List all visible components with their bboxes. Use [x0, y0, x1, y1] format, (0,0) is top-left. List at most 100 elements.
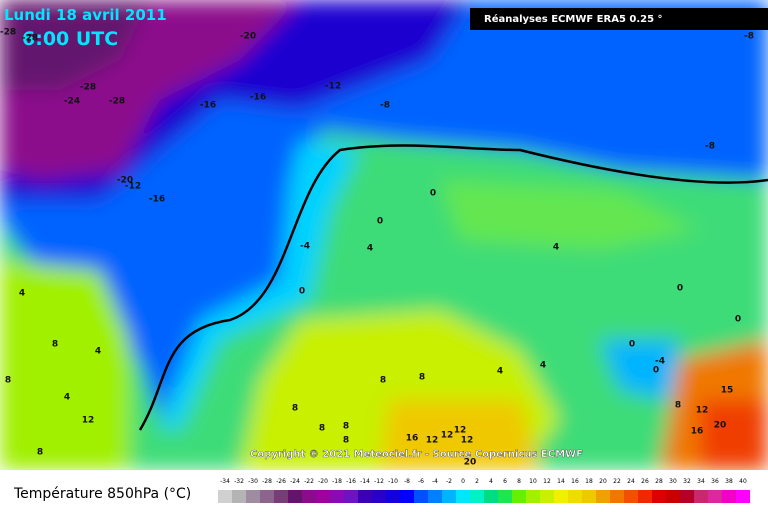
legend-tick: 8 — [517, 478, 521, 485]
contour-label: 12 — [696, 406, 709, 416]
legend-swatch — [596, 490, 610, 503]
contour-label: -20 — [240, 32, 256, 42]
legend-tick: 6 — [503, 478, 507, 485]
legend-swatch — [260, 490, 274, 503]
contour-label: 15 — [721, 386, 734, 396]
contour-label: 20 — [464, 458, 477, 468]
contour-label: 4 — [540, 361, 546, 371]
legend-swatch — [736, 490, 750, 503]
legend-swatch — [372, 490, 386, 503]
legend-tick: 16 — [571, 478, 579, 485]
contour-label: 4 — [19, 289, 25, 299]
legend-tick: -12 — [374, 478, 384, 485]
legend-swatch — [582, 490, 596, 503]
contour-label: -12 — [325, 82, 341, 92]
contour-label: -8 — [705, 142, 715, 152]
legend-tick: 4 — [489, 478, 493, 485]
legend-swatch — [358, 490, 372, 503]
legend-swatch — [484, 490, 498, 503]
legend-swatch — [344, 490, 358, 503]
contour-label: 0 — [430, 189, 436, 199]
legend-tick: -34 — [220, 478, 230, 485]
contour-label: -16 — [149, 195, 165, 205]
contour-label: -12 — [125, 182, 141, 192]
legend-swatch — [666, 490, 680, 503]
contour-label: 12 — [454, 426, 467, 436]
legend-swatch — [456, 490, 470, 503]
legend-tick: 10 — [529, 478, 537, 485]
legend-swatch — [274, 490, 288, 503]
legend-tick: 20 — [599, 478, 607, 485]
contour-label: 4 — [95, 347, 101, 357]
temperature-field — [0, 0, 768, 470]
contour-label: 16 — [691, 427, 704, 437]
contour-label: -16 — [250, 93, 266, 103]
legend-swatch — [708, 490, 722, 503]
legend-tick: 22 — [613, 478, 621, 485]
legend-swatch — [680, 490, 694, 503]
legend-tick: 36 — [711, 478, 719, 485]
legend-tick: -28 — [262, 478, 272, 485]
legend-swatch — [568, 490, 582, 503]
contour-label: -8 — [744, 32, 754, 42]
contour-label: 4 — [497, 367, 503, 377]
legend-swatch — [470, 490, 484, 503]
contour-label: 12 — [441, 431, 454, 441]
legend-swatch — [610, 490, 624, 503]
legend-swatch — [694, 490, 708, 503]
contour-label: 12 — [461, 436, 474, 446]
legend-swatch — [288, 490, 302, 503]
zero-isotherm — [138, 144, 768, 431]
contour-label: -28 — [80, 83, 96, 93]
legend-swatch — [246, 490, 260, 503]
contour-label: -4 — [300, 242, 310, 252]
legend-tick: -16 — [346, 478, 356, 485]
legend-swatch — [386, 490, 400, 503]
legend-swatch — [218, 490, 232, 503]
contour-label: 4 — [64, 393, 70, 403]
legend-title: Température 850hPa (°C) — [13, 486, 191, 502]
contour-label: 0 — [299, 287, 305, 297]
contour-label: 16 — [406, 434, 419, 444]
legend-tick: -4 — [432, 478, 438, 485]
legend-swatch — [540, 490, 554, 503]
legend-swatch — [652, 490, 666, 503]
legend-tick: 12 — [543, 478, 551, 485]
legend-tick: -32 — [234, 478, 244, 485]
legend-swatch — [400, 490, 414, 503]
copyright: Copyright © 2021 Meteociel.fr - Source C… — [250, 449, 583, 460]
contour-label: -28 — [109, 97, 125, 107]
legend-tick: 14 — [557, 478, 565, 485]
legend-tick: -24 — [290, 478, 300, 485]
legend-swatch — [554, 490, 568, 503]
legend-swatch — [330, 490, 344, 503]
legend-swatch — [512, 490, 526, 503]
contour-label: 0 — [653, 366, 659, 376]
contour-label: 8 — [319, 424, 325, 434]
legend-tick: -22 — [304, 478, 314, 485]
legend-tick: 18 — [585, 478, 593, 485]
contour-label: 8 — [675, 401, 681, 411]
legend-swatch — [414, 490, 428, 503]
legend-swatch — [428, 490, 442, 503]
legend-tick: 38 — [725, 478, 733, 485]
contour-label: -28 — [0, 28, 16, 38]
contour-label: 0 — [629, 340, 635, 350]
legend-tick: -14 — [360, 478, 370, 485]
contour-label: 12 — [82, 416, 95, 426]
contour-label: 12 — [426, 436, 439, 446]
legend-swatch — [316, 490, 330, 503]
legend-tick: 32 — [683, 478, 691, 485]
contour-label: 8 — [419, 373, 425, 383]
contour-label: -20 — [117, 176, 133, 186]
legend-tick: 2 — [475, 478, 479, 485]
legend-swatch — [526, 490, 540, 503]
date: Lundi 18 avril 2011 — [4, 6, 167, 24]
contour-label: 0 — [377, 217, 383, 227]
legend-tick: 34 — [697, 478, 705, 485]
contour-label: 8 — [52, 340, 58, 350]
legend-swatch — [302, 490, 316, 503]
contour-label: -24 — [64, 97, 80, 107]
contour-label: 0 — [677, 284, 683, 294]
